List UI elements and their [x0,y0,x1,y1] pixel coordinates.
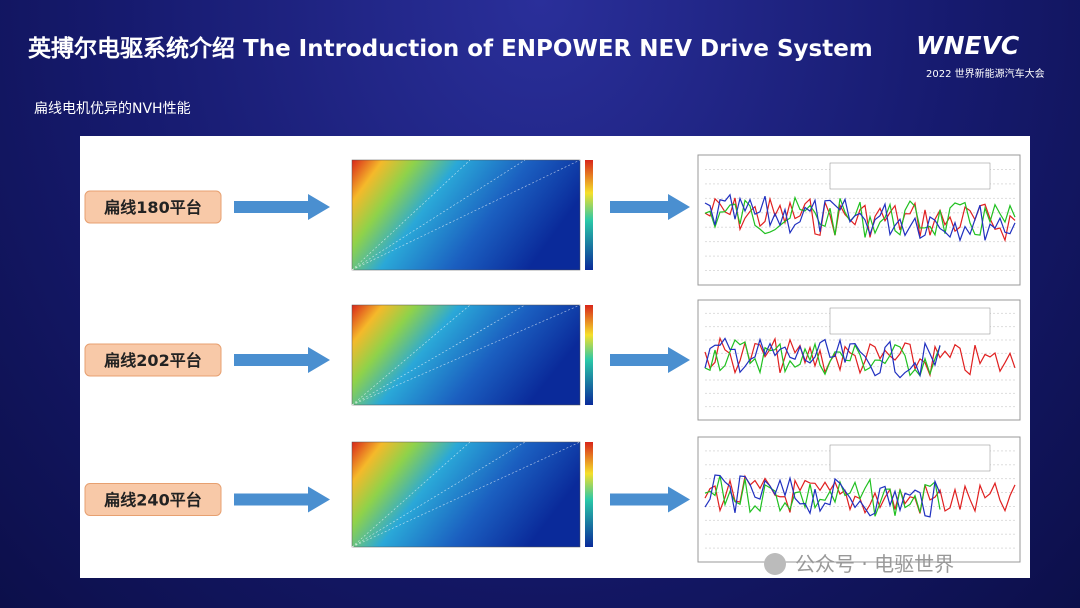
order-line [351,304,471,406]
trace [704,475,941,517]
chart-legend [829,162,991,190]
colorbar [585,160,593,270]
trace [704,193,1016,243]
trace [704,337,941,379]
trace [704,336,1016,378]
row-label-box [84,190,222,224]
chart-legend [829,444,991,472]
logo: WNEVC [916,31,1020,60]
row-label: 扁线180平台 [104,198,201,217]
order-line [351,304,526,406]
spectrogram [351,159,581,271]
colorbar [585,442,593,547]
trace [704,195,1016,238]
wechat-icon [764,553,786,575]
arrow [234,486,330,513]
order-line [351,304,581,406]
row-label: 扁线240平台 [104,491,201,510]
chart-legend [829,307,991,335]
trace [704,338,941,378]
order-line [351,441,526,548]
colorbar [585,305,593,405]
subtitle: 扁线电机优异的NVH性能 [34,101,191,117]
order-line [351,441,581,548]
row-label-box [84,343,222,377]
arrow [234,194,330,220]
title: 英搏尔电驱系统介绍 The Introduction of ENPOWER NE… [28,35,873,62]
order-line [351,159,471,271]
trace [704,474,941,518]
logo-event: 2022 世界新能源汽车大会 [926,67,1045,80]
arrow [610,486,690,513]
row-label-box [84,483,222,516]
arrow [234,347,330,373]
watermark: 公众号 · 电驱世界 [795,552,954,576]
arrow [610,347,690,373]
arrow [610,194,690,220]
row-label: 扁线202平台 [104,351,201,370]
